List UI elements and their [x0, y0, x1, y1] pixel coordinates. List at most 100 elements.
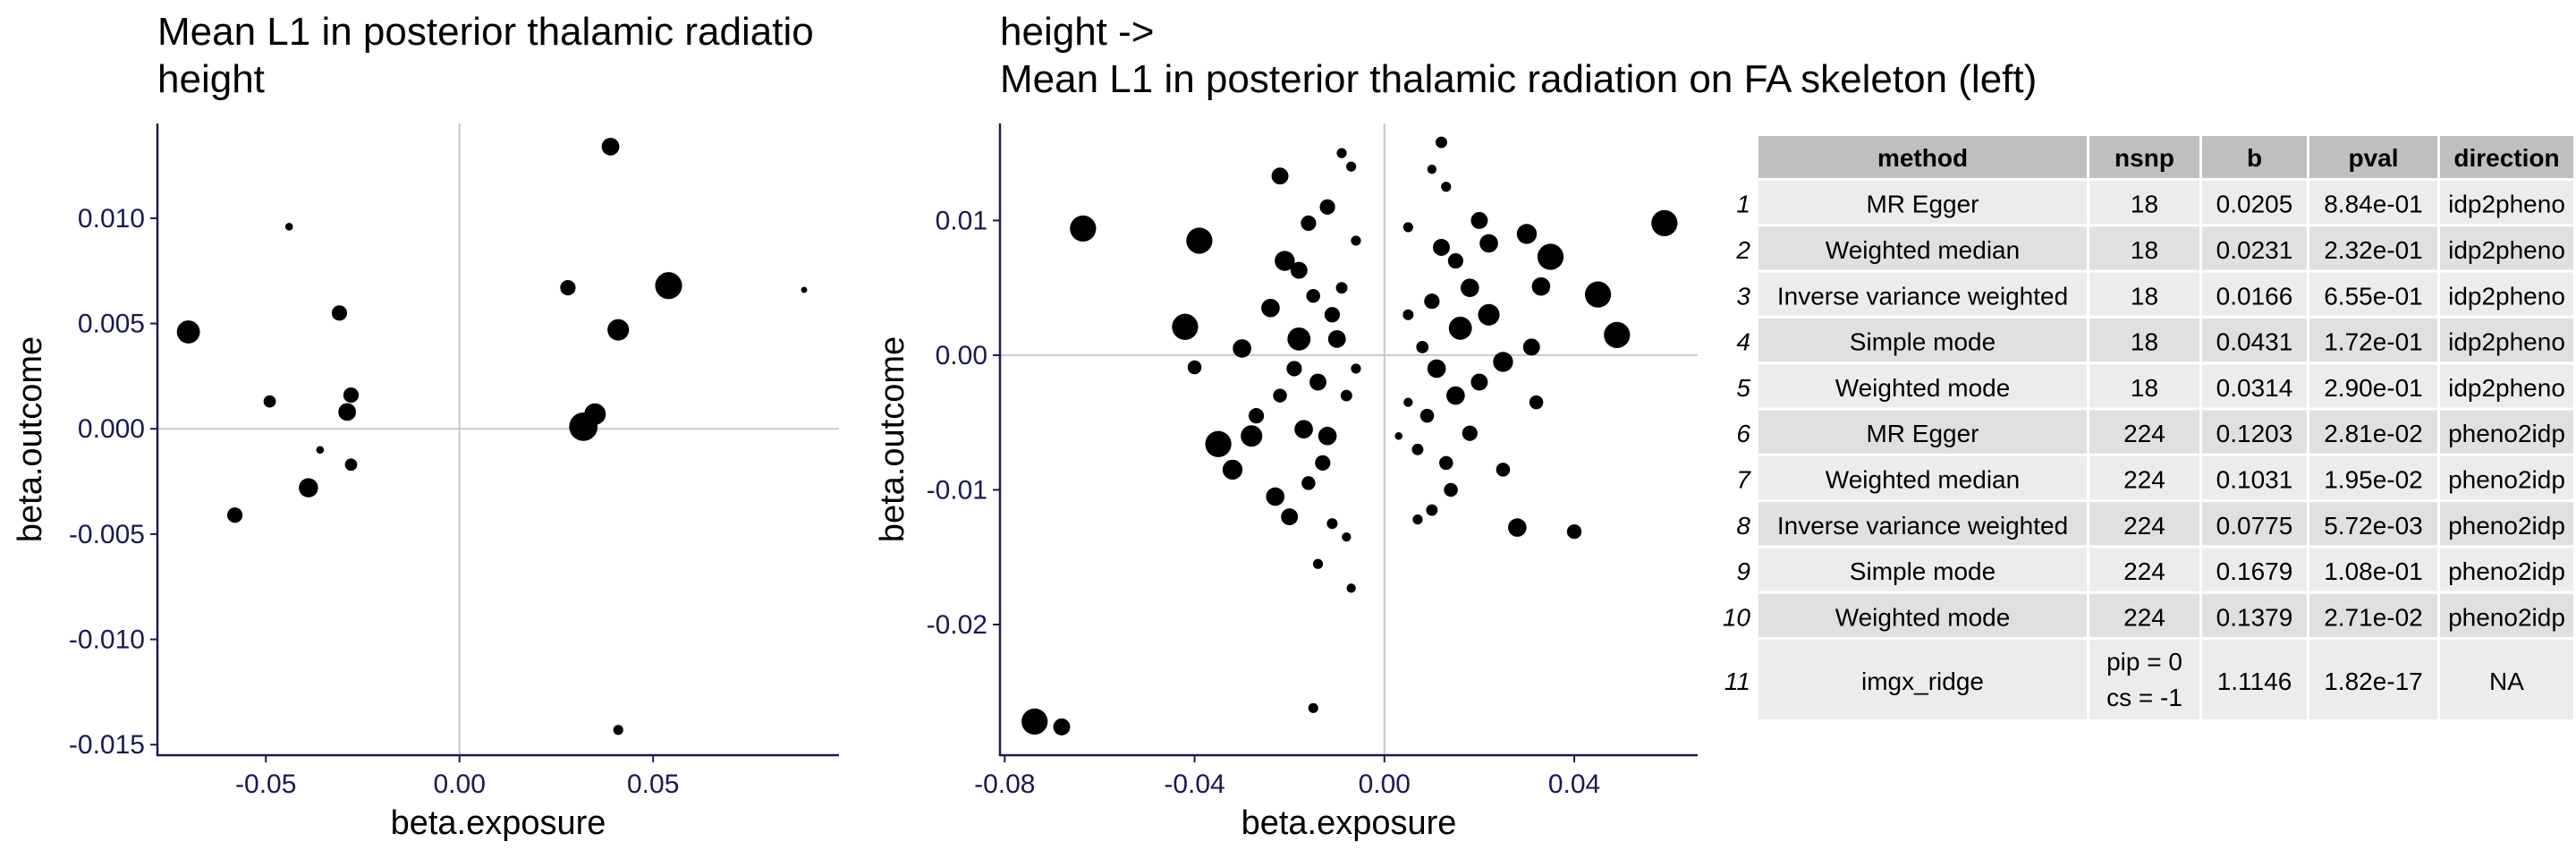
table-cell-pval: 2.90e-01	[2324, 374, 2423, 402]
table-row-number: 6	[1736, 420, 1750, 447]
table-cell	[1758, 226, 2087, 270]
table-cell-pval: 8.84e-01	[2324, 191, 2423, 218]
x-tick-label: 0.00	[1359, 770, 1411, 799]
table-cell	[2089, 455, 2199, 500]
data-point	[1281, 508, 1299, 526]
data-point	[1241, 425, 1263, 447]
table-cell-nsnp: pip = 0	[2106, 648, 2182, 676]
table-row-number: 8	[1736, 512, 1750, 540]
table-cell-direction: pheno2idp	[2448, 465, 2565, 493]
table-cell-pval: 1.72e-01	[2324, 328, 2423, 356]
data-point	[1394, 431, 1403, 440]
data-point	[1537, 243, 1564, 270]
table-cell	[2202, 640, 2307, 719]
table-cell-pval: 2.32e-01	[2324, 236, 2423, 264]
data-point	[1529, 395, 1544, 410]
table-cell-pval: 2.71e-02	[2324, 603, 2423, 631]
data-point	[1584, 281, 1612, 308]
table-cell-method: Simple mode	[1850, 328, 1996, 356]
table-cell	[2202, 593, 2307, 637]
data-point	[1508, 518, 1527, 537]
data-point	[1327, 329, 1346, 348]
data-point	[1070, 215, 1097, 242]
table-cell-nsnp: 224	[2123, 420, 2165, 447]
table-cell-b: 0.1203	[2216, 420, 2293, 447]
data-point	[1436, 136, 1447, 149]
table-cell-direction: idp2pheno	[2448, 191, 2565, 218]
table-cell	[2089, 410, 2199, 454]
table-cell-nsnp: 224	[2123, 465, 2165, 493]
table-cell	[2309, 410, 2437, 454]
table-cell	[1758, 272, 2087, 316]
table-cell-method: Simple mode	[1850, 557, 1996, 585]
x-axis-label: beta.exposure	[391, 804, 606, 842]
table-cell-b: 1.1146	[2217, 668, 2292, 695]
data-point	[1448, 316, 1472, 340]
table-cell-method: Inverse variance weighted	[1777, 512, 2068, 540]
x-tick-label: 0.04	[1548, 770, 1600, 799]
data-point	[1342, 532, 1352, 542]
data-point	[316, 446, 325, 455]
data-point	[1493, 352, 1513, 372]
table-cell-pval: 1.82e-17	[2324, 668, 2423, 695]
data-point	[284, 223, 293, 231]
table-cell	[2309, 226, 2437, 270]
table-cell	[2440, 226, 2573, 270]
scatter-plot-left: Mean L1 in posterior thalamic radiatio h…	[12, 10, 839, 842]
table-cell	[1758, 455, 2087, 500]
plot-title-line: height ->	[1000, 10, 1154, 54]
table-cell-direction: idp2pheno	[2448, 236, 2565, 264]
scatter-plot-right: height -> Mean L1 in posterior thalamic …	[874, 10, 2037, 842]
table-cell-b: 0.0205	[2216, 191, 2293, 218]
table-cell-pval: 2.81e-02	[2324, 420, 2423, 447]
table-cell-nsnp: 224	[2123, 512, 2165, 540]
data-point	[1496, 463, 1511, 477]
table-cell-method: MR Egger	[1866, 420, 1979, 447]
data-point	[1426, 504, 1438, 516]
y-tick-label: 0.000	[78, 414, 145, 444]
table-row-number: 7	[1736, 465, 1751, 493]
data-point	[1427, 165, 1437, 174]
table-cell	[1758, 548, 2087, 591]
table-cell	[2089, 364, 2199, 408]
data-point	[1604, 321, 1631, 348]
y-axis-label: beta.outcome	[874, 336, 911, 542]
table-cell	[2089, 548, 2199, 591]
plot-title-line: height	[157, 57, 265, 101]
table-cell-nsnp: 224	[2123, 557, 2165, 585]
table-cell-b: 0.1031	[2216, 465, 2293, 493]
table-cell-b: 0.1379	[2216, 603, 2293, 631]
table-cell	[2440, 364, 2573, 408]
data-point	[1318, 426, 1337, 446]
data-point	[1306, 288, 1320, 303]
data-point	[1447, 252, 1463, 269]
data-point	[1412, 514, 1423, 525]
table-cell	[2202, 181, 2307, 225]
table-cell	[2440, 272, 2573, 316]
data-point	[1433, 239, 1450, 256]
table-cell	[2440, 593, 2573, 637]
table-cell	[2202, 226, 2307, 270]
table-cell	[2202, 410, 2307, 454]
table-cell-direction: idp2pheno	[2448, 328, 2565, 356]
table-cell	[2089, 640, 2199, 719]
table-cell-method: MR Egger	[1866, 191, 1979, 218]
y-tick-label: -0.015	[69, 730, 145, 760]
table-cell	[2089, 502, 2199, 546]
table-cell	[2309, 272, 2437, 316]
table-row-number: 9	[1736, 557, 1750, 585]
data-point	[1248, 408, 1265, 424]
table-row-number: 2	[1735, 236, 1750, 264]
data-point	[613, 725, 623, 736]
table-header-pval: pval	[2348, 144, 2398, 172]
data-point	[1319, 199, 1335, 215]
table-header-nsnp: nsnp	[2114, 144, 2174, 172]
data-point	[1402, 309, 1414, 320]
table-row-number: 4	[1736, 328, 1750, 356]
data-point	[1290, 261, 1308, 279]
data-point	[226, 507, 243, 523]
table-cell-b: 0.0231	[2216, 236, 2293, 264]
plot-title-line: Mean L1 in posterior thalamic radiatio	[157, 10, 814, 54]
table-cell-b: 0.0775	[2216, 512, 2293, 540]
table-header-cell	[2089, 136, 2199, 178]
